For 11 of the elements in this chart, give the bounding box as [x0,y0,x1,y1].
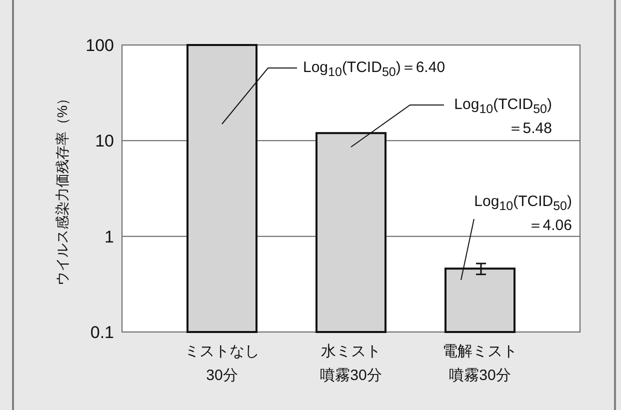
y-tick-label: 0.1 [90,323,114,342]
y-axis-title: ウイルス感染力価残存率（%） [54,91,70,286]
annotation: Log$_{10}$(TCID$_{50}$)＝5.48 [453,95,552,138]
annotation: Log$_{10}$(TCID$_{50}$)＝6.40 [303,58,446,81]
x-tick-label: 電解ミスト噴霧30分 [442,343,518,384]
x-tick-label: 水ミスト噴霧30分 [320,343,382,384]
y-tick-label: 1 [104,227,114,246]
x-tick-label: ミストなし30分 [184,343,260,384]
annotation: Log$_{10}$(TCID$_{50}$)＝4.06 [473,192,572,235]
y-tick-label: 100 [86,36,114,55]
y-tick-label: 10 [95,132,114,151]
